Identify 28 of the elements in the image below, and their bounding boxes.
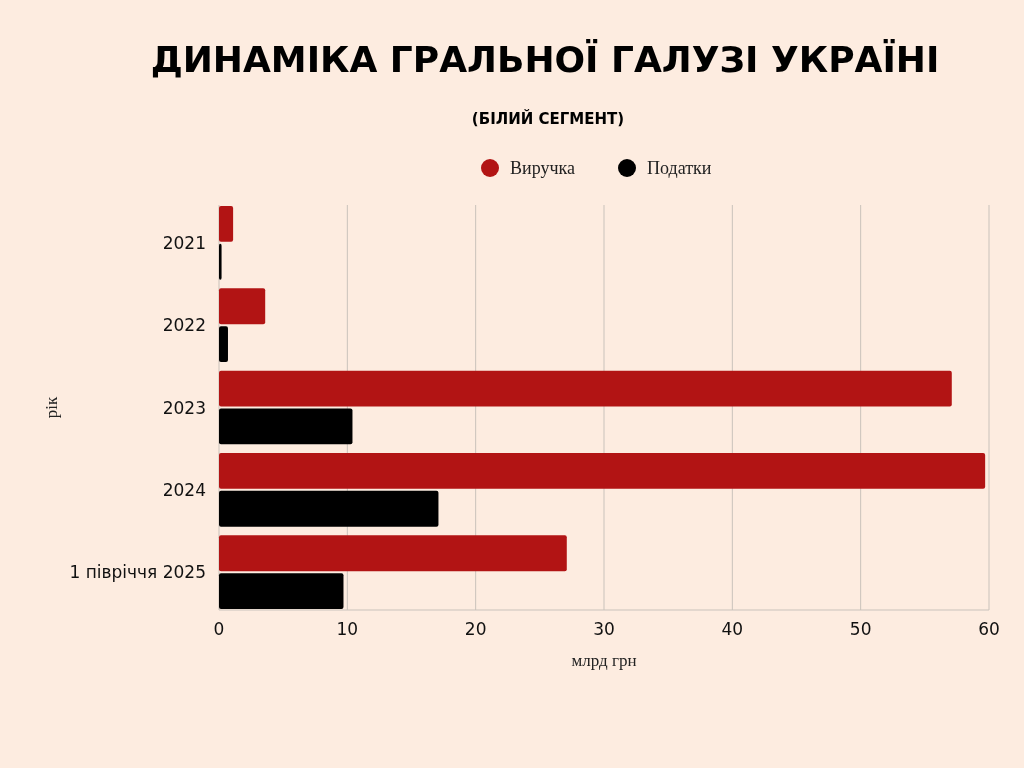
bar: [219, 535, 567, 572]
bar: [219, 452, 986, 489]
bar: [219, 573, 344, 609]
y-axis-title: рік: [42, 396, 61, 419]
y-tick-label: 2023: [162, 397, 206, 418]
bar: [219, 206, 234, 242]
chart-subtitle: (БІЛИЙ СЕГМЕНТ): [471, 109, 625, 128]
y-tick-label: 2022: [162, 315, 206, 336]
bar: [219, 326, 228, 363]
bar: [219, 243, 222, 280]
x-axis-title: млрд грн: [571, 651, 637, 670]
x-tick-label: 40: [721, 619, 744, 639]
x-tick-label: 20: [464, 619, 487, 639]
x-tick-label: 30: [593, 619, 615, 639]
x-tick-label: 50: [849, 619, 872, 639]
bar: [219, 490, 439, 527]
legend-label: Виручка: [510, 158, 575, 178]
x-tick-label: 0: [213, 619, 225, 639]
y-tick-label: 2024: [162, 479, 206, 500]
x-tick-label: 60: [978, 619, 1000, 639]
y-tick-label: 2021: [162, 232, 206, 253]
chart-title: ДИНАМІКА ГРАЛЬНОЇ ГАЛУЗІ УКРАЇНІ: [150, 39, 940, 80]
y-tick-label: 1 півріччя 2025: [69, 562, 206, 583]
x-tick-label: 10: [336, 619, 359, 639]
bar: [219, 370, 952, 407]
bar: [219, 288, 266, 325]
legend-label: Податки: [647, 158, 712, 178]
bar: [219, 408, 353, 445]
